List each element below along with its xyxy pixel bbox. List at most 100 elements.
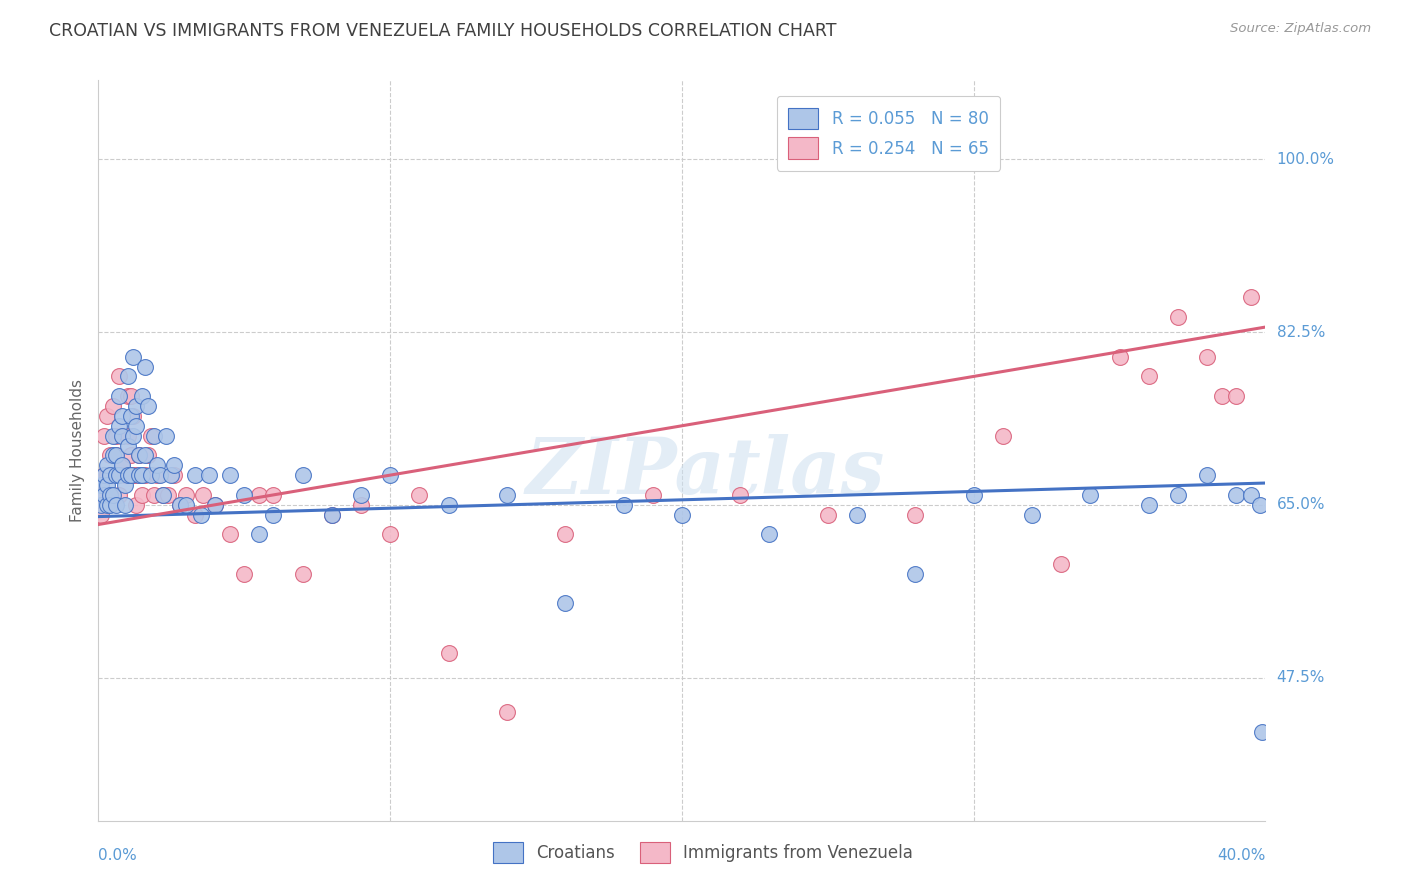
- Point: [612, 498, 634, 512]
- Point: [96, 409, 118, 423]
- Point: [101, 399, 124, 413]
- Point: [496, 488, 519, 502]
- Point: [350, 498, 373, 512]
- Point: [1225, 389, 1247, 403]
- Point: [117, 468, 139, 483]
- Point: [125, 468, 148, 483]
- Point: [846, 508, 869, 522]
- Point: [98, 488, 121, 502]
- Point: [817, 508, 839, 522]
- Point: [131, 488, 153, 502]
- Point: [152, 488, 174, 502]
- Point: [98, 449, 121, 463]
- Point: [104, 449, 127, 463]
- Point: [193, 488, 215, 502]
- Point: [125, 498, 148, 512]
- Point: [122, 350, 145, 364]
- Point: [1167, 488, 1189, 502]
- Point: [758, 527, 780, 541]
- Point: [1050, 557, 1073, 571]
- Point: [108, 418, 131, 433]
- Text: Source: ZipAtlas.com: Source: ZipAtlas.com: [1230, 22, 1371, 36]
- Point: [104, 498, 127, 512]
- Point: [350, 488, 373, 502]
- Point: [104, 449, 127, 463]
- Point: [128, 449, 150, 463]
- Point: [90, 508, 112, 522]
- Point: [174, 488, 197, 502]
- Point: [104, 468, 127, 483]
- Point: [262, 508, 284, 522]
- Point: [125, 418, 148, 433]
- Point: [183, 468, 205, 483]
- Point: [204, 498, 226, 512]
- Point: [96, 468, 118, 483]
- Point: [122, 468, 145, 483]
- Point: [101, 488, 124, 502]
- Point: [117, 428, 139, 442]
- Point: [134, 468, 156, 483]
- Point: [93, 428, 115, 442]
- Point: [218, 527, 240, 541]
- Point: [108, 488, 131, 502]
- Point: [120, 468, 142, 483]
- Point: [142, 488, 165, 502]
- Point: [169, 498, 191, 512]
- Point: [101, 468, 124, 483]
- Point: [262, 488, 284, 502]
- Point: [108, 369, 131, 384]
- Point: [114, 498, 136, 512]
- Text: 100.0%: 100.0%: [1277, 152, 1334, 167]
- Point: [111, 458, 134, 473]
- Point: [93, 468, 115, 483]
- Point: [1249, 498, 1271, 512]
- Point: [149, 468, 172, 483]
- Point: [131, 389, 153, 403]
- Point: [291, 566, 314, 581]
- Point: [111, 409, 134, 423]
- Point: [730, 488, 752, 502]
- Point: [93, 468, 115, 483]
- Point: [146, 468, 169, 483]
- Point: [233, 566, 256, 581]
- Point: [1080, 488, 1102, 502]
- Point: [117, 369, 139, 384]
- Point: [1225, 488, 1247, 502]
- Point: [174, 498, 197, 512]
- Point: [98, 498, 121, 512]
- Point: [101, 428, 124, 442]
- Point: [204, 498, 226, 512]
- Point: [1195, 468, 1218, 483]
- Point: [98, 488, 121, 502]
- Point: [104, 428, 127, 442]
- Point: [1137, 369, 1160, 384]
- Point: [496, 705, 519, 719]
- Point: [380, 527, 402, 541]
- Point: [183, 508, 205, 522]
- Point: [125, 399, 148, 413]
- Point: [1108, 350, 1130, 364]
- Point: [155, 428, 177, 442]
- Point: [247, 527, 270, 541]
- Point: [641, 488, 664, 502]
- Point: [108, 468, 131, 483]
- Point: [554, 597, 576, 611]
- Point: [408, 488, 430, 502]
- Point: [90, 498, 112, 512]
- Point: [291, 468, 314, 483]
- Point: [108, 389, 131, 403]
- Point: [1240, 488, 1263, 502]
- Text: ZIPatlas: ZIPatlas: [526, 434, 884, 511]
- Point: [169, 498, 191, 512]
- Point: [134, 449, 156, 463]
- Point: [198, 468, 221, 483]
- Point: [554, 527, 576, 541]
- Point: [904, 508, 927, 522]
- Point: [114, 468, 136, 483]
- Point: [96, 458, 118, 473]
- Point: [139, 468, 162, 483]
- Point: [136, 399, 159, 413]
- Point: [90, 488, 112, 502]
- Point: [163, 468, 186, 483]
- Point: [437, 646, 460, 660]
